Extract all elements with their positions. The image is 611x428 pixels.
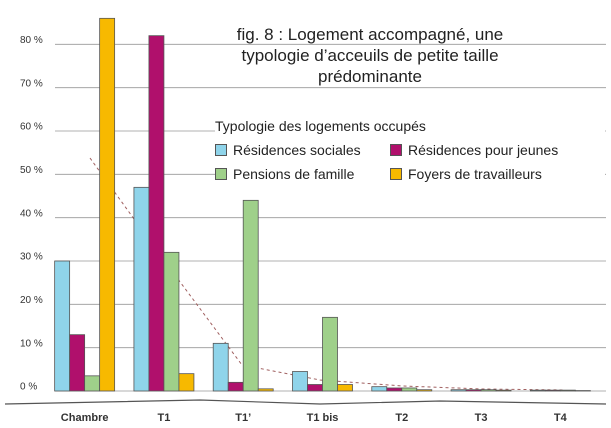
bar bbox=[495, 389, 512, 392]
y-tick-label: 60 % bbox=[20, 122, 43, 133]
y-tick-label: 30 % bbox=[20, 252, 43, 263]
legend-item: Foyers de travailleurs bbox=[390, 166, 590, 182]
bar bbox=[242, 199, 259, 392]
bar bbox=[69, 334, 86, 392]
trend-line bbox=[89, 157, 564, 391]
bar bbox=[307, 384, 323, 392]
x-tick-label: T3 bbox=[475, 412, 488, 424]
bar bbox=[322, 316, 338, 392]
legend-swatch bbox=[215, 168, 227, 180]
x-tick-label: T2 bbox=[395, 412, 408, 424]
bar bbox=[371, 386, 388, 392]
x-tick-label: T1’ bbox=[235, 412, 251, 424]
legend-label: Résidences sociales bbox=[233, 142, 361, 158]
x-tick-label: T4 bbox=[554, 412, 568, 424]
x-tick-label: T1 bbox=[158, 412, 171, 424]
bar bbox=[337, 384, 353, 392]
legend-swatch bbox=[390, 144, 402, 156]
legend-swatch bbox=[215, 144, 227, 156]
legend-label: Résidences pour jeunes bbox=[408, 142, 559, 158]
bar bbox=[99, 17, 116, 392]
bar bbox=[416, 389, 433, 392]
bar bbox=[54, 260, 71, 392]
bar bbox=[133, 186, 150, 392]
y-tick-label: 70 % bbox=[20, 78, 43, 89]
bar bbox=[465, 389, 482, 392]
bar bbox=[178, 373, 195, 392]
chart-title: fig. 8 : Logement accompagné, une typolo… bbox=[236, 25, 504, 86]
legend-item: Résidences pour jeunes bbox=[390, 142, 590, 158]
y-tick-label: 40 % bbox=[20, 208, 43, 219]
legend-item: Résidences sociales bbox=[215, 142, 390, 158]
legend-swatch bbox=[390, 168, 402, 180]
y-tick-label: 0 % bbox=[20, 382, 37, 393]
legend-label: Foyers de travailleurs bbox=[408, 166, 542, 182]
bar bbox=[529, 389, 546, 392]
bar bbox=[84, 375, 101, 392]
legend-title: Typologie des logements occupés bbox=[215, 118, 426, 134]
bar bbox=[212, 342, 229, 392]
y-tick-label: 80 % bbox=[20, 35, 43, 46]
legend-item: Pensions de famille bbox=[215, 166, 390, 182]
legend-label: Pensions de famille bbox=[233, 166, 355, 182]
y-tick-label: 20 % bbox=[20, 295, 43, 306]
bar bbox=[292, 371, 308, 392]
legend-items: Résidences sociales Résidences pour jeune… bbox=[215, 142, 605, 182]
legend: Typologie des logements occupés Résidenc… bbox=[215, 118, 605, 182]
bar bbox=[386, 387, 403, 392]
y-tick-label: 10 % bbox=[20, 338, 43, 349]
y-tick-label: 50 % bbox=[20, 165, 43, 176]
bar bbox=[163, 251, 180, 392]
bar bbox=[544, 389, 561, 392]
bar bbox=[559, 389, 576, 392]
x-tick-label: Chambre bbox=[61, 412, 109, 424]
x-axis bbox=[4, 399, 607, 405]
bar bbox=[148, 35, 165, 392]
bar bbox=[450, 389, 467, 392]
bar bbox=[401, 387, 418, 392]
bar bbox=[257, 388, 274, 392]
bar bbox=[480, 389, 497, 392]
x-tick-label: T1 bis bbox=[307, 412, 339, 424]
bar bbox=[227, 381, 244, 392]
